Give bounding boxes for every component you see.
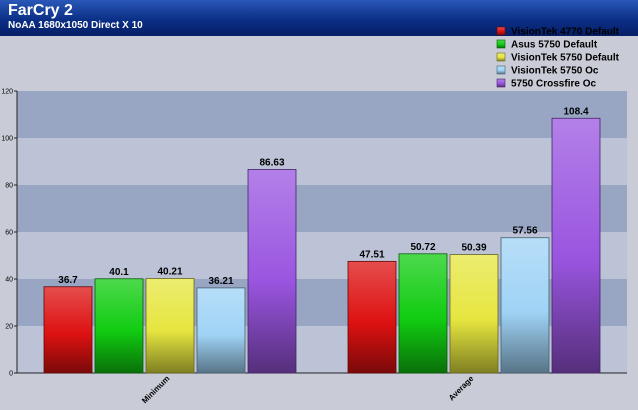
data-label: 50.72 — [410, 242, 435, 253]
grid-band — [17, 91, 627, 138]
data-label: 108.4 — [563, 106, 588, 117]
data-label: 36.21 — [208, 276, 233, 287]
legend-item: VisionTek 5750 Default — [496, 52, 620, 64]
legend-swatch — [496, 65, 506, 75]
data-label: 36.7 — [58, 275, 78, 286]
y-tick-label: 60 — [5, 230, 13, 237]
y-tick-label: 20 — [5, 324, 13, 331]
data-label: 40.1 — [109, 267, 129, 278]
legend-item: 5750 Crossfire Oc — [496, 78, 596, 90]
bar-0-0 — [43, 286, 93, 374]
legend-label: VisionTek 5750 Oc — [511, 66, 599, 77]
chart-title: FarCry 2 — [8, 2, 73, 19]
data-label: 86.63 — [259, 157, 284, 168]
header-bar: FarCry 2 NoAA 1680x1050 Direct X 10 — [0, 0, 638, 36]
y-tick-label: 80 — [5, 183, 13, 190]
bar-1-2 — [449, 254, 499, 374]
legend-item: VisionTek 4770 Default — [496, 26, 620, 38]
y-tick-label: 120 — [1, 89, 13, 96]
legend: VisionTek 4770 Default Asus 5750 Default V… — [496, 26, 620, 90]
data-label: 40.21 — [157, 267, 182, 278]
bar-1-4 — [551, 117, 601, 374]
bar-1-3 — [500, 237, 550, 374]
legend-swatch — [496, 26, 506, 36]
y-tick-label: 100 — [1, 136, 13, 143]
legend-swatch — [496, 39, 506, 49]
legend-swatch — [496, 78, 506, 88]
bar-0-4 — [247, 169, 297, 374]
grid-band — [17, 138, 627, 185]
bar-0-2 — [145, 278, 195, 374]
data-label: 57.56 — [512, 226, 537, 237]
y-tick-label: 0 — [9, 371, 13, 378]
legend-swatch — [496, 52, 506, 62]
legend-label: VisionTek 5750 Default — [511, 53, 620, 64]
bars — [43, 117, 601, 374]
bar-1-0 — [347, 260, 397, 374]
bar-0-3 — [196, 287, 246, 374]
data-label: 50.39 — [461, 243, 486, 254]
bar-1-1 — [398, 253, 448, 374]
legend-label: Asus 5750 Default — [511, 40, 598, 51]
category-label: Average — [447, 374, 476, 403]
grid-band — [17, 185, 627, 232]
chart-subtitle: NoAA 1680x1050 Direct X 10 — [8, 20, 143, 31]
legend-label: VisionTek 4770 Default — [511, 27, 620, 38]
data-label: 47.51 — [359, 249, 384, 260]
legend-item: Asus 5750 Default — [496, 39, 598, 51]
y-tick-label: 40 — [5, 277, 13, 284]
legend-label: 5750 Crossfire Oc — [511, 79, 596, 90]
legend-item: VisionTek 5750 Oc — [496, 65, 599, 77]
category-label: Minimum — [140, 374, 171, 405]
bar-0-1 — [94, 278, 144, 374]
